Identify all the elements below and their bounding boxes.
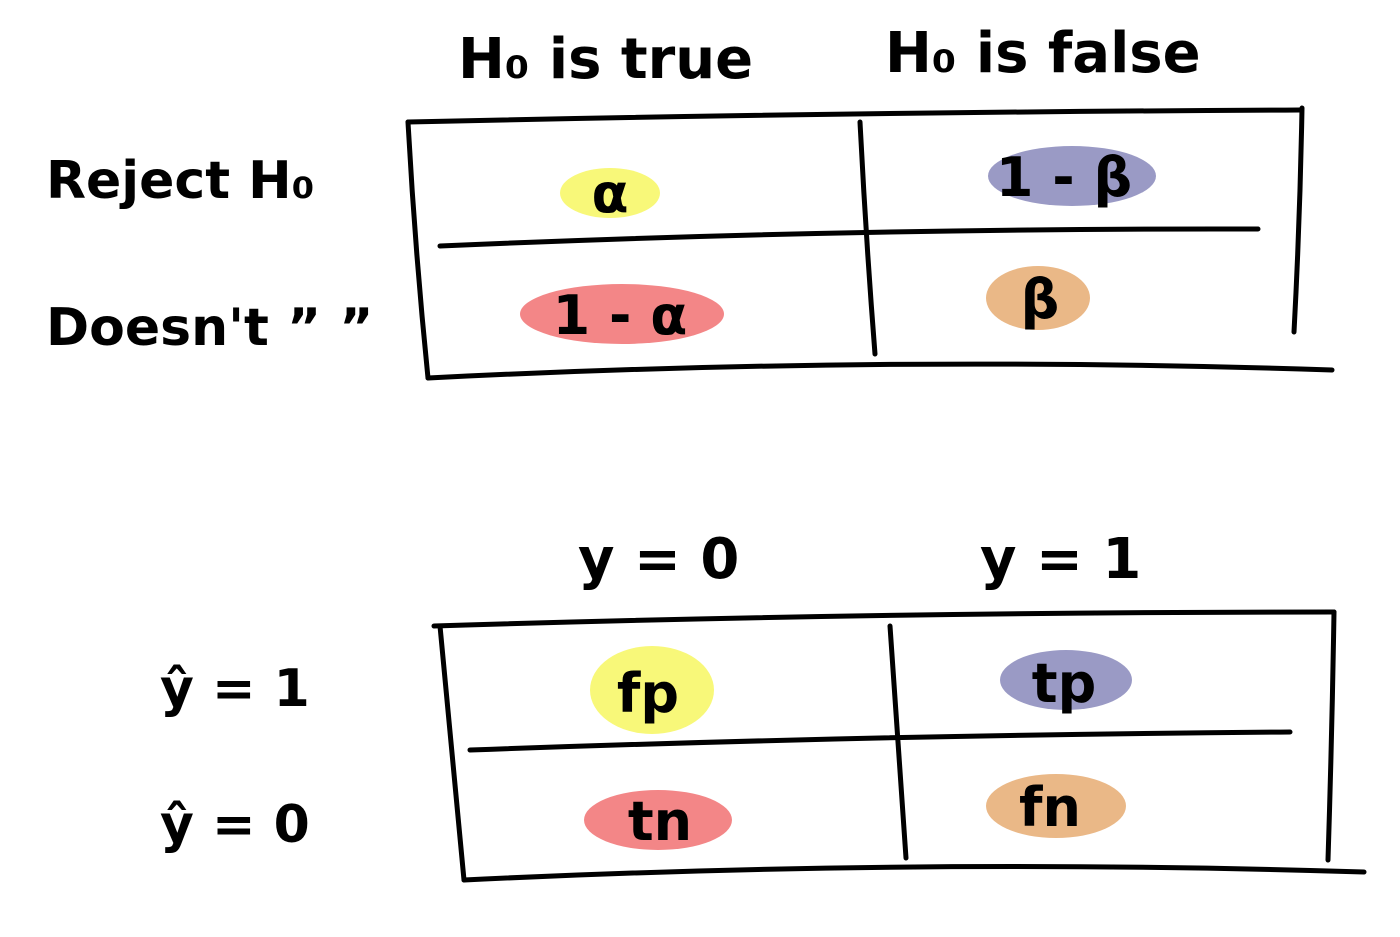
hypothesis-row-header-1: Doesn't ” ” [46, 298, 373, 358]
hypothesis-cell-1-1: β [1021, 268, 1060, 331]
hypothesis-cell-1-0: 1 - α [553, 284, 688, 347]
hypothesis-col-header-0: H₀ is true [458, 27, 753, 92]
confusion-cell-0-1: tp [1032, 652, 1096, 715]
hypothesis-cell-0-0: α [591, 162, 628, 225]
one-minus-alpha-red-highlight [520, 284, 724, 344]
confusion-col-header-1: y = 1 [980, 527, 1141, 592]
confusion-cell-1-1: fn [1019, 776, 1081, 839]
tn-red-highlight [584, 790, 732, 850]
confusion-row-header-0: ŷ = 1 [160, 659, 310, 719]
tp-purple-highlight [1000, 650, 1132, 710]
confusion-row-header-1: ŷ = 0 [160, 795, 310, 855]
fp-yellow-highlight [590, 646, 714, 734]
confusion-table-right-border [1325, 609, 1337, 863]
alpha-yellow-highlight [560, 168, 660, 218]
hypothesis-cell-0-1: 1 - β [996, 146, 1132, 209]
hypothesis-table-top-border [405, 107, 1303, 125]
hypothesis-table: H₀ is true H₀ is false Reject H₀ Doesn't… [46, 21, 1335, 381]
beta-orange-highlight [986, 266, 1090, 330]
fn-orange-highlight [986, 774, 1126, 838]
confusion-table-middle-vertical [887, 623, 909, 861]
one-minus-beta-purple-highlight [988, 146, 1156, 206]
hypothesis-table-bottom-border [425, 361, 1335, 381]
confusion-cell-0-0: fp [617, 662, 679, 725]
confusion-table-middle-horizontal [467, 729, 1293, 753]
confusion-table-top-border [431, 609, 1337, 629]
confusion-col-header-0: y = 0 [578, 527, 739, 592]
confusion-table: y = 0 y = 1 ŷ = 1 ŷ = 0 fp tp tn fn [160, 527, 1367, 883]
confusion-table-left-border [437, 623, 467, 883]
hypothesis-col-header-1: H₀ is false [885, 21, 1201, 86]
hypothesis-table-middle-vertical [857, 119, 878, 357]
hypothesis-table-left-border [405, 119, 431, 381]
hypothesis-row-header-0: Reject H₀ [46, 151, 314, 211]
hypothesis-table-right-border [1291, 105, 1305, 335]
confusion-cell-1-0: tn [628, 790, 692, 853]
hypothesis-table-middle-horizontal [437, 226, 1261, 249]
confusion-table-bottom-border [461, 864, 1367, 883]
